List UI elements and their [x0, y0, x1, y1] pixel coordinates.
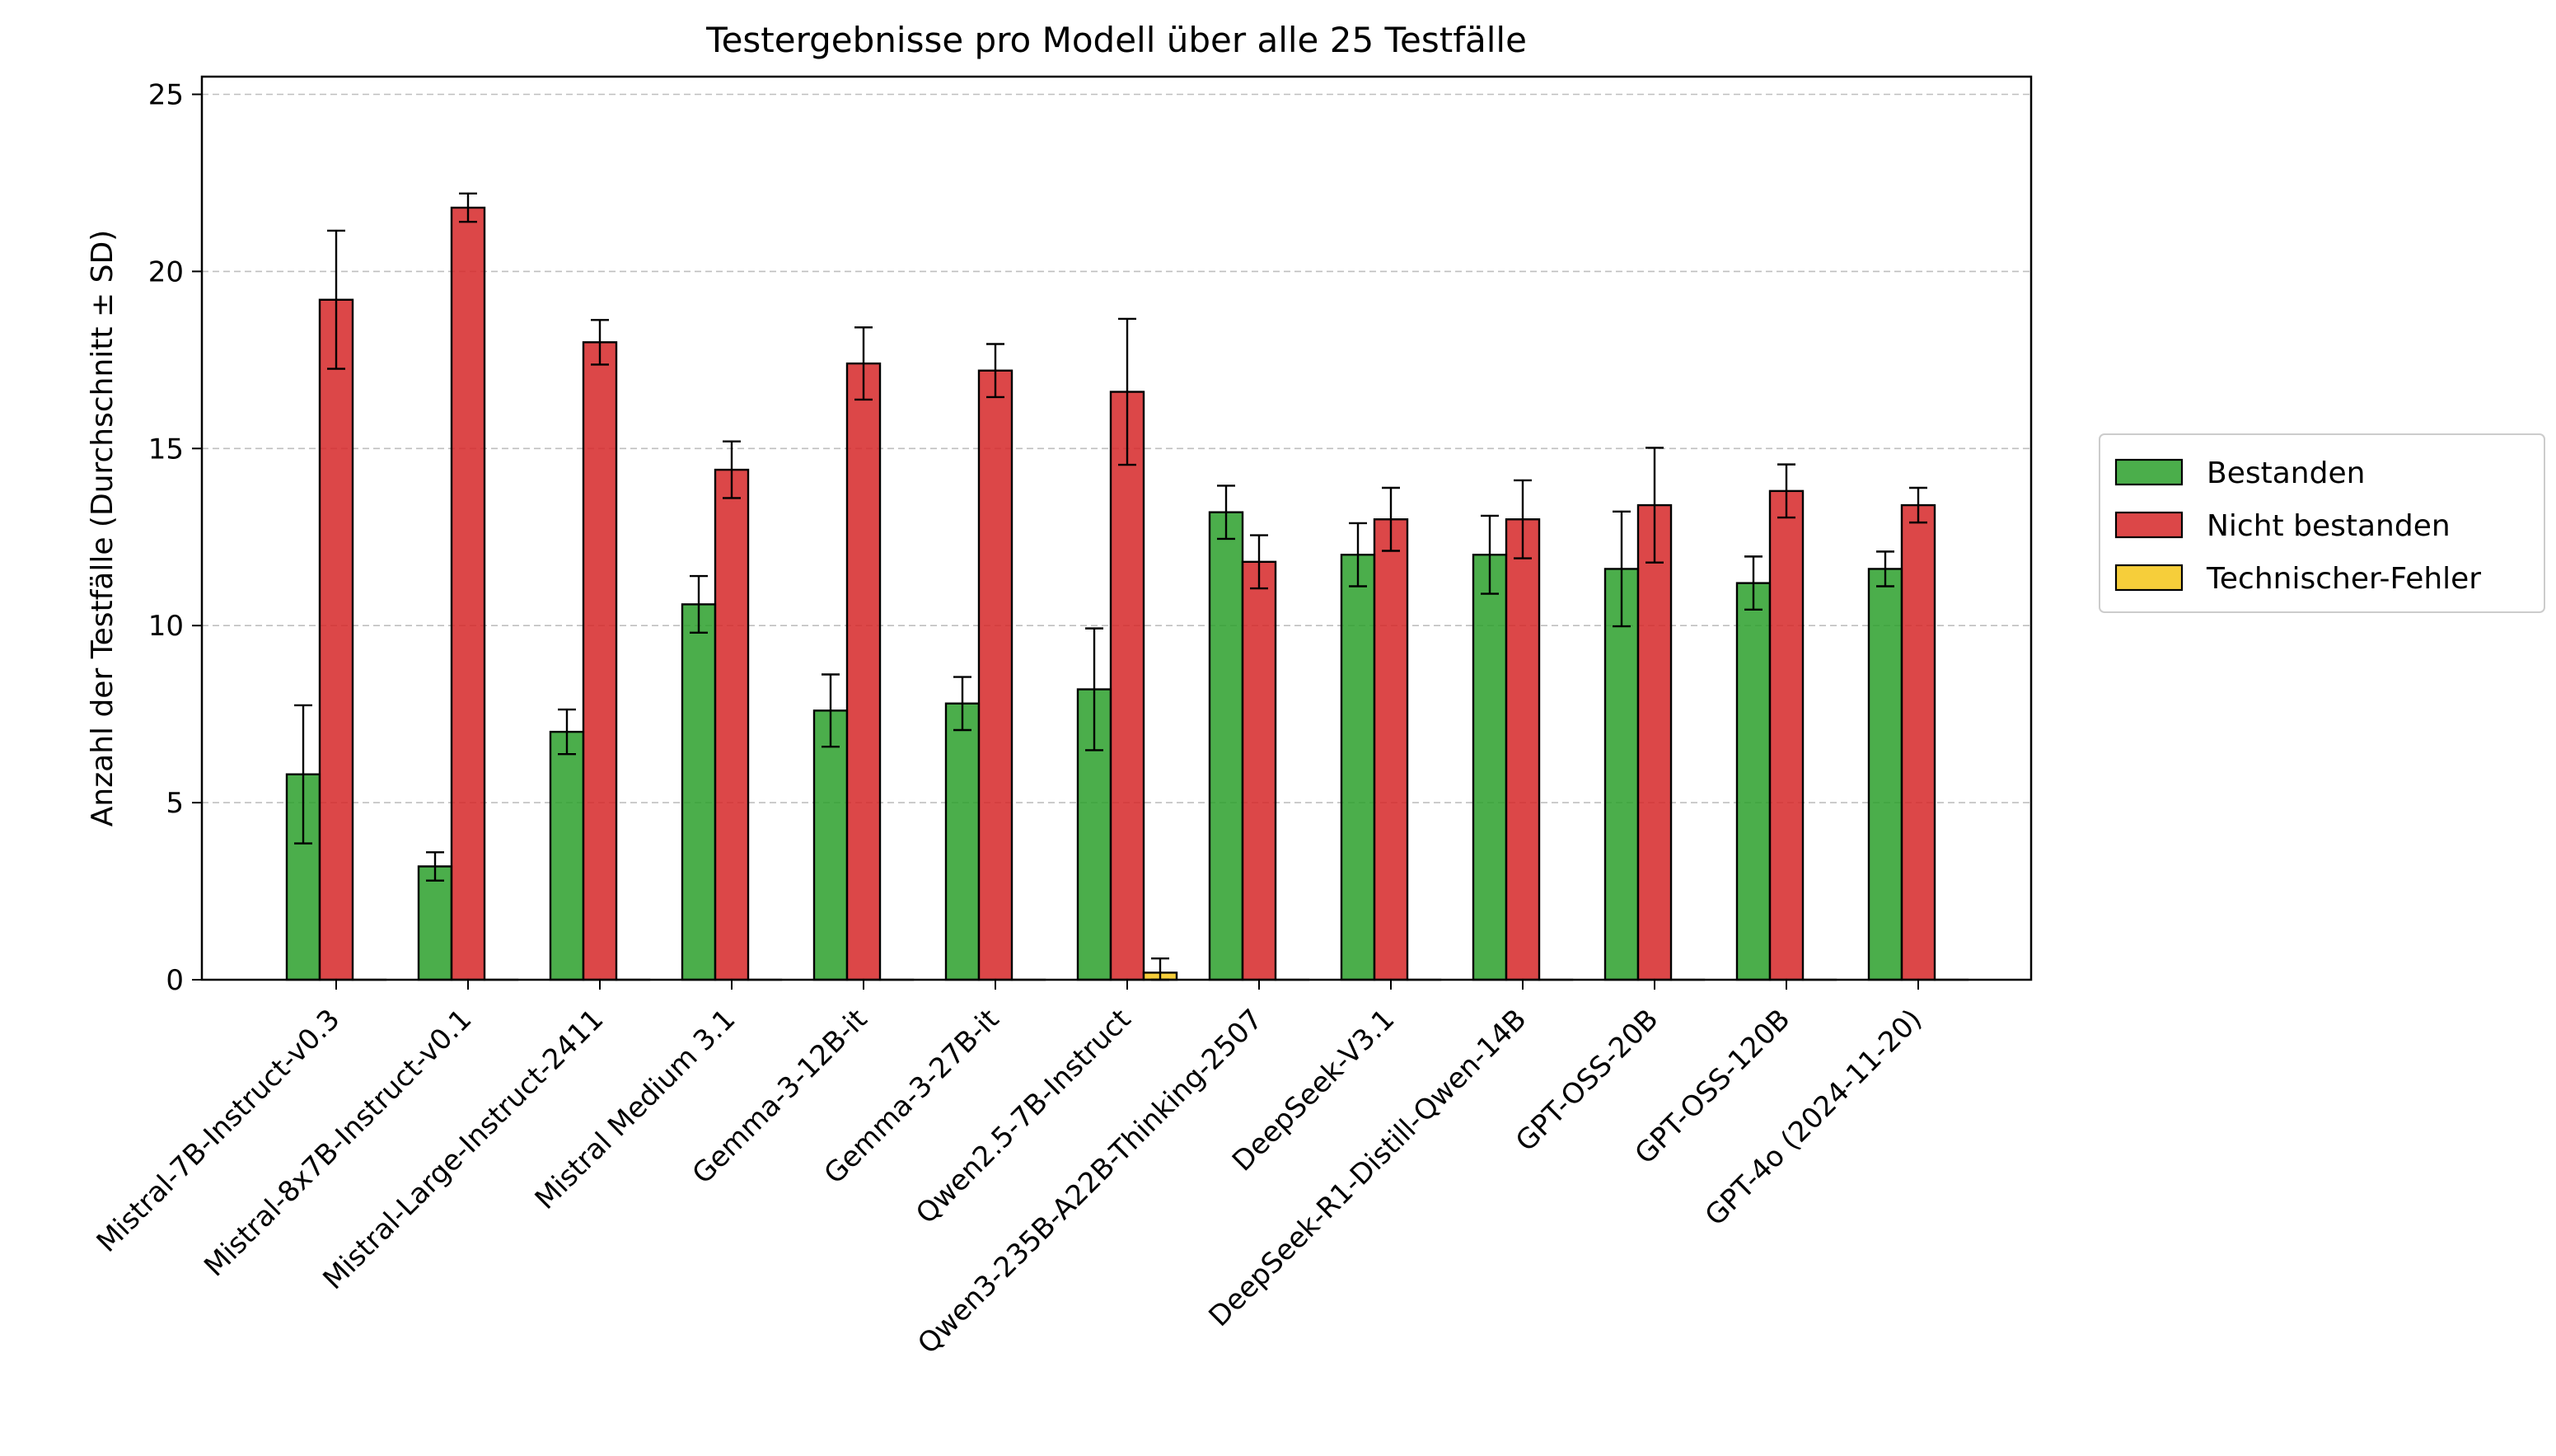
bar-nicht-bestanden [318, 298, 354, 981]
bar-nicht-bestanden [845, 362, 882, 981]
x-tick-label: Mistral-8x7B-Instruct-v0.1 [198, 1003, 478, 1283]
plot-frame [200, 75, 2033, 981]
y-tick-label: 15 [148, 433, 184, 466]
legend-swatch [2114, 564, 2184, 592]
bar-nicht-bestanden [582, 341, 618, 981]
bar-bestanden [681, 603, 717, 981]
x-axis: Mistral-7B-Instruct-v0.3Mistral-8x7B-Ins… [91, 980, 1929, 1360]
bar-nicht-bestanden [1505, 518, 1541, 981]
legend-box [2099, 433, 2545, 613]
bar-bestanden [1603, 568, 1640, 981]
y-axis-title: Anzahl der Testfälle (Durchschnitt ± SD) [86, 230, 119, 826]
x-tick-label: Qwen2.5-7B-Instruct [910, 1003, 1137, 1230]
x-tick-label: Mistral-7B-Instruct-v0.3 [91, 1003, 347, 1259]
y-tick-label: 0 [166, 964, 184, 997]
error-bars-layer [294, 192, 1927, 981]
bars-layer [285, 206, 1969, 981]
legend-label: Bestanden [2207, 456, 2365, 490]
bar-bestanden [812, 709, 849, 981]
legend-label: Technischer-Fehler [2206, 562, 2481, 596]
y-tick-label: 10 [148, 610, 184, 643]
legend: Bestanden Nicht bestanden Technischer-Fehl… [2099, 433, 2545, 613]
bar-nicht-bestanden [1241, 560, 1277, 981]
bar-nicht-bestanden [1373, 518, 1409, 981]
bar-bestanden [944, 702, 981, 981]
x-tick-label: GPT-4o (2024-11-20) [1699, 1003, 1929, 1233]
bar-nicht-bestanden [1636, 503, 1673, 981]
bar-bestanden [1340, 554, 1376, 981]
bar-bestanden [549, 730, 585, 981]
x-tick-label: Mistral-Large-Instruct-2411 [317, 1003, 611, 1296]
bar-nicht-bestanden [1109, 391, 1145, 981]
y-tick-label: 25 [148, 78, 184, 111]
bar-nicht-bestanden [450, 206, 486, 981]
legend-swatch [2114, 458, 2184, 486]
bar-nicht-bestanden [714, 468, 750, 981]
legend-label: Nicht bestanden [2207, 509, 2451, 543]
bar-bestanden [1472, 554, 1508, 981]
bar-nicht-bestanden [1900, 503, 1936, 981]
y-axis: 0 5 10 15 20 25 [148, 78, 202, 997]
chart-title: Testergebnisse pro Modell über alle 25 T… [705, 20, 1527, 60]
bar-nicht-bestanden [1768, 489, 1805, 981]
y-tick-label: 5 [166, 787, 184, 820]
legend-swatch [2114, 511, 2184, 539]
bar-bestanden [1867, 568, 1903, 981]
bar-nicht-bestanden [977, 369, 1014, 981]
bar-bestanden [1208, 511, 1244, 981]
bar-bestanden [417, 865, 453, 981]
bar-bestanden [1735, 582, 1772, 981]
y-tick-label: 20 [148, 255, 184, 288]
